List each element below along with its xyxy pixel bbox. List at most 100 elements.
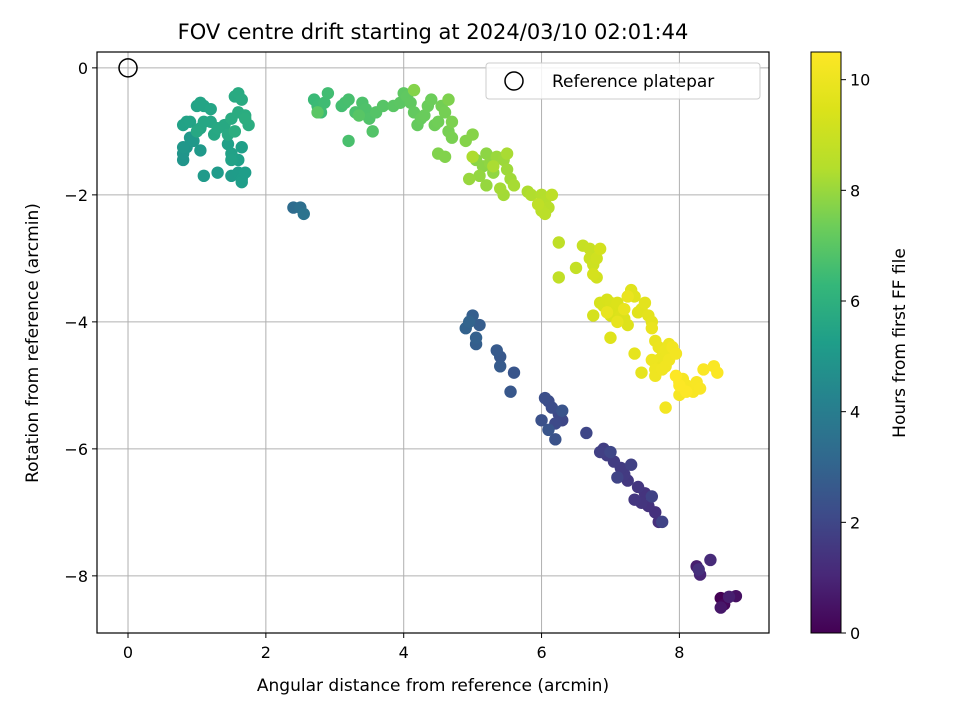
data-point xyxy=(628,347,641,360)
data-point xyxy=(197,169,211,183)
legend-reference-marker xyxy=(504,71,524,91)
data-point xyxy=(507,366,521,379)
data-point xyxy=(235,175,248,189)
x-tick-label: 0 xyxy=(123,643,133,662)
data-point xyxy=(494,360,507,373)
data-point xyxy=(624,458,638,471)
x-tick-label: 4 xyxy=(399,643,409,662)
data-point xyxy=(238,166,252,179)
data-point xyxy=(418,109,431,122)
data-point xyxy=(525,188,538,202)
data-point xyxy=(445,115,459,129)
x-ticks: 0 2 4 6 8 xyxy=(123,633,684,662)
data-point xyxy=(587,268,600,281)
data-point xyxy=(504,385,517,398)
data-point xyxy=(621,318,634,332)
data-point xyxy=(194,144,207,157)
data-point xyxy=(494,182,507,195)
data-point xyxy=(531,198,545,211)
data-point xyxy=(297,207,310,221)
data-point xyxy=(318,96,331,109)
data-point xyxy=(507,179,521,192)
legend-box xyxy=(485,62,761,100)
data-point xyxy=(711,366,724,379)
data-point xyxy=(438,150,452,163)
data-point xyxy=(480,179,493,192)
data-point xyxy=(342,93,355,106)
data-point xyxy=(211,166,224,179)
data-point xyxy=(621,290,634,303)
reference-platepar-marker xyxy=(118,58,138,78)
data-point xyxy=(628,493,641,506)
data-point xyxy=(190,125,204,138)
data-point xyxy=(321,87,335,100)
colorbar-tick-label: 8 xyxy=(850,181,860,200)
data-point xyxy=(693,382,707,395)
data-point xyxy=(704,553,717,567)
data-point xyxy=(490,344,503,357)
data-point xyxy=(225,153,238,167)
colorbar-tick-label: 6 xyxy=(850,292,860,311)
data-point xyxy=(552,271,565,284)
data-point xyxy=(655,515,669,529)
data-point xyxy=(645,322,659,335)
data-point xyxy=(669,347,683,360)
data-point xyxy=(462,172,476,186)
data-point xyxy=(645,490,659,503)
scatter-points xyxy=(176,83,743,614)
colorbar: 0 2 4 6 8 10 Hours from first FF file xyxy=(810,51,910,643)
data-point xyxy=(445,131,459,144)
data-point xyxy=(593,445,607,459)
data-point xyxy=(235,93,248,106)
data-point xyxy=(204,102,217,116)
data-point xyxy=(404,96,417,109)
data-point xyxy=(631,480,645,494)
grid xyxy=(97,52,769,633)
data-point xyxy=(569,261,583,275)
data-point xyxy=(238,112,252,125)
data-point xyxy=(593,242,607,256)
data-point xyxy=(604,331,617,344)
y-tick-label: −8 xyxy=(64,567,88,586)
data-point xyxy=(722,590,736,604)
data-point xyxy=(600,306,614,319)
data-point xyxy=(438,106,452,119)
data-point xyxy=(692,563,705,576)
data-point xyxy=(366,125,379,138)
colorbar-gradient xyxy=(810,51,842,634)
data-point xyxy=(697,363,710,376)
data-point xyxy=(669,369,683,383)
data-point xyxy=(538,207,552,221)
data-point xyxy=(431,115,445,129)
data-point xyxy=(556,404,569,417)
data-point xyxy=(545,401,559,414)
data-point xyxy=(638,296,652,310)
data-point xyxy=(473,318,486,332)
data-point xyxy=(466,128,479,141)
data-point xyxy=(611,315,624,329)
data-point xyxy=(407,83,421,97)
colorbar-ticks: 0 2 4 6 8 10 xyxy=(841,71,870,643)
data-point xyxy=(462,315,476,329)
colorbar-tick-label: 2 xyxy=(850,513,860,532)
data-point xyxy=(235,141,248,154)
data-point xyxy=(228,125,242,138)
data-point xyxy=(469,331,483,344)
data-point xyxy=(549,433,562,446)
data-point xyxy=(714,601,727,614)
legend: Reference platepar xyxy=(485,62,761,100)
colorbar-label: Hours from first FF file xyxy=(890,248,910,438)
data-point xyxy=(176,141,190,154)
colorbar-tick-label: 10 xyxy=(850,71,870,90)
y-tick-label: −4 xyxy=(64,313,88,332)
y-tick-label: −6 xyxy=(64,440,88,459)
data-point xyxy=(487,160,500,173)
data-point xyxy=(442,93,455,106)
x-tick-label: 6 xyxy=(536,643,546,662)
y-axis-label: Rotation from reference (arcmin) xyxy=(23,203,43,483)
chart-title: FOV centre drift starting at 2024/03/10 … xyxy=(178,20,689,44)
plot-frame xyxy=(96,51,770,634)
data-point xyxy=(500,163,514,176)
data-point xyxy=(473,169,486,183)
